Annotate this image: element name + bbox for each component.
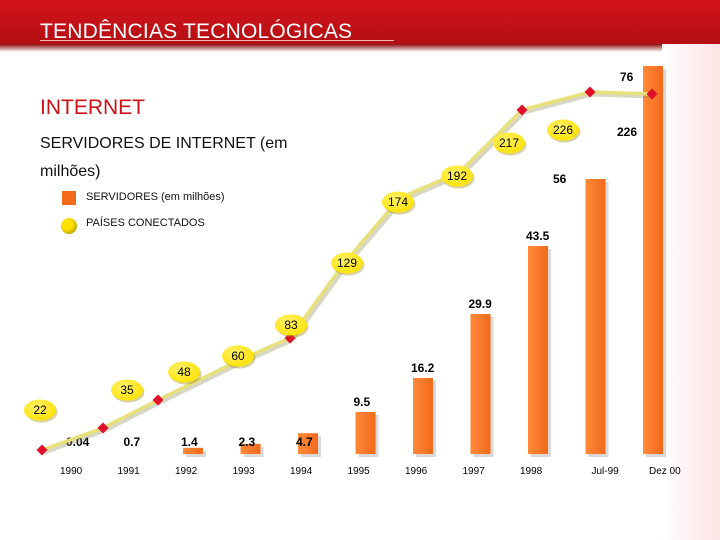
x-tick-label: 1996 bbox=[405, 466, 428, 477]
x-tick-label: 1997 bbox=[463, 466, 486, 477]
servers-bar bbox=[470, 314, 491, 454]
servers-bar bbox=[298, 433, 318, 454]
legend-label-servers: SERVIDORES (em milhões) bbox=[86, 191, 225, 203]
page-title: TENDÊNCIAS TECNOLÓGICAS bbox=[40, 20, 353, 43]
chart-legend: SERVIDORES (em milhões) PAÍSES CONECTADO… bbox=[61, 190, 242, 234]
line-value-label: 226 bbox=[553, 123, 573, 137]
chart-title: INTERNET bbox=[40, 96, 145, 119]
bar-value-label: 1.4 bbox=[181, 435, 198, 449]
line-value-label: 192 bbox=[447, 169, 467, 183]
x-tick-label: Jul-99 bbox=[592, 466, 620, 477]
servers-bar bbox=[183, 447, 203, 454]
header-bar bbox=[0, 0, 720, 44]
line-label-bg bbox=[441, 165, 473, 187]
x-tick-label: Dez 00 bbox=[649, 466, 681, 477]
x-tick-label: 1990 bbox=[60, 466, 83, 477]
line-value-label: 76 bbox=[620, 70, 634, 84]
bar-value-label: 16.2 bbox=[411, 361, 435, 375]
line-label-bg bbox=[493, 132, 525, 154]
line-value-label: 217 bbox=[499, 136, 519, 150]
bar-value-label: 43.5 bbox=[526, 229, 550, 243]
x-tick-label: 1993 bbox=[233, 466, 256, 477]
line-value-label: 35 bbox=[120, 383, 134, 397]
legend-line-swatch bbox=[61, 218, 77, 234]
servers-bar bbox=[643, 66, 663, 454]
line-marker bbox=[584, 86, 596, 98]
line-label-bg bbox=[275, 314, 307, 336]
x-tick-label: 1998 bbox=[520, 466, 543, 477]
x-tick-label: 1991 bbox=[118, 466, 141, 477]
line-marker bbox=[97, 422, 109, 434]
line-marker bbox=[646, 88, 658, 100]
legend-item-countries: PAÍSES CONECTADOS bbox=[61, 216, 242, 234]
servers-bar bbox=[585, 179, 606, 454]
x-tick-label: 1995 bbox=[348, 466, 371, 477]
line-value-label: 22 bbox=[33, 403, 47, 417]
bar-value-label: 56 bbox=[553, 172, 567, 186]
x-tick-label: 1992 bbox=[175, 466, 198, 477]
bar-value-label: 226 bbox=[617, 125, 637, 139]
x-tick-label: 1994 bbox=[290, 466, 313, 477]
line-marker bbox=[516, 104, 528, 116]
line-label-bg bbox=[24, 399, 56, 421]
servers-bar bbox=[240, 443, 261, 454]
bar-value-label: 29.9 bbox=[469, 297, 493, 311]
legend-label-countries: PAÍSES CONECTADOS bbox=[86, 217, 205, 229]
line-value-label: 83 bbox=[284, 318, 298, 332]
line-value-label: 174 bbox=[388, 195, 408, 209]
bar-value-label: 4.7 bbox=[296, 435, 313, 449]
line-value-label: 48 bbox=[177, 365, 191, 379]
legend-item-servers: SERVIDORES (em milhões) bbox=[62, 190, 242, 216]
servers-bar bbox=[413, 378, 433, 454]
title-underline bbox=[40, 40, 394, 41]
line-value-label: 60 bbox=[231, 349, 245, 363]
line-label-bg bbox=[111, 379, 143, 401]
right-decor-band bbox=[662, 44, 720, 540]
line-label-bg bbox=[382, 191, 414, 213]
chart-subtitle: SERVIDORES DE INTERNET (em milhões) bbox=[40, 135, 288, 180]
legend-bar-swatch bbox=[62, 191, 76, 205]
servers-bar bbox=[528, 246, 548, 454]
line-marker bbox=[152, 394, 164, 406]
bar-value-label: 9.5 bbox=[354, 395, 371, 409]
bar-value-label: 2.3 bbox=[239, 435, 256, 449]
line-label-bg bbox=[222, 345, 254, 367]
servers-bar bbox=[355, 412, 376, 454]
line-value-label: 129 bbox=[337, 256, 357, 270]
bar-value-label: 0.7 bbox=[124, 435, 141, 449]
line-label-bg bbox=[331, 252, 363, 274]
line-marker bbox=[36, 444, 48, 456]
line-label-bg bbox=[168, 361, 200, 383]
line-label-bg bbox=[547, 119, 579, 141]
header-shadow bbox=[0, 44, 720, 52]
